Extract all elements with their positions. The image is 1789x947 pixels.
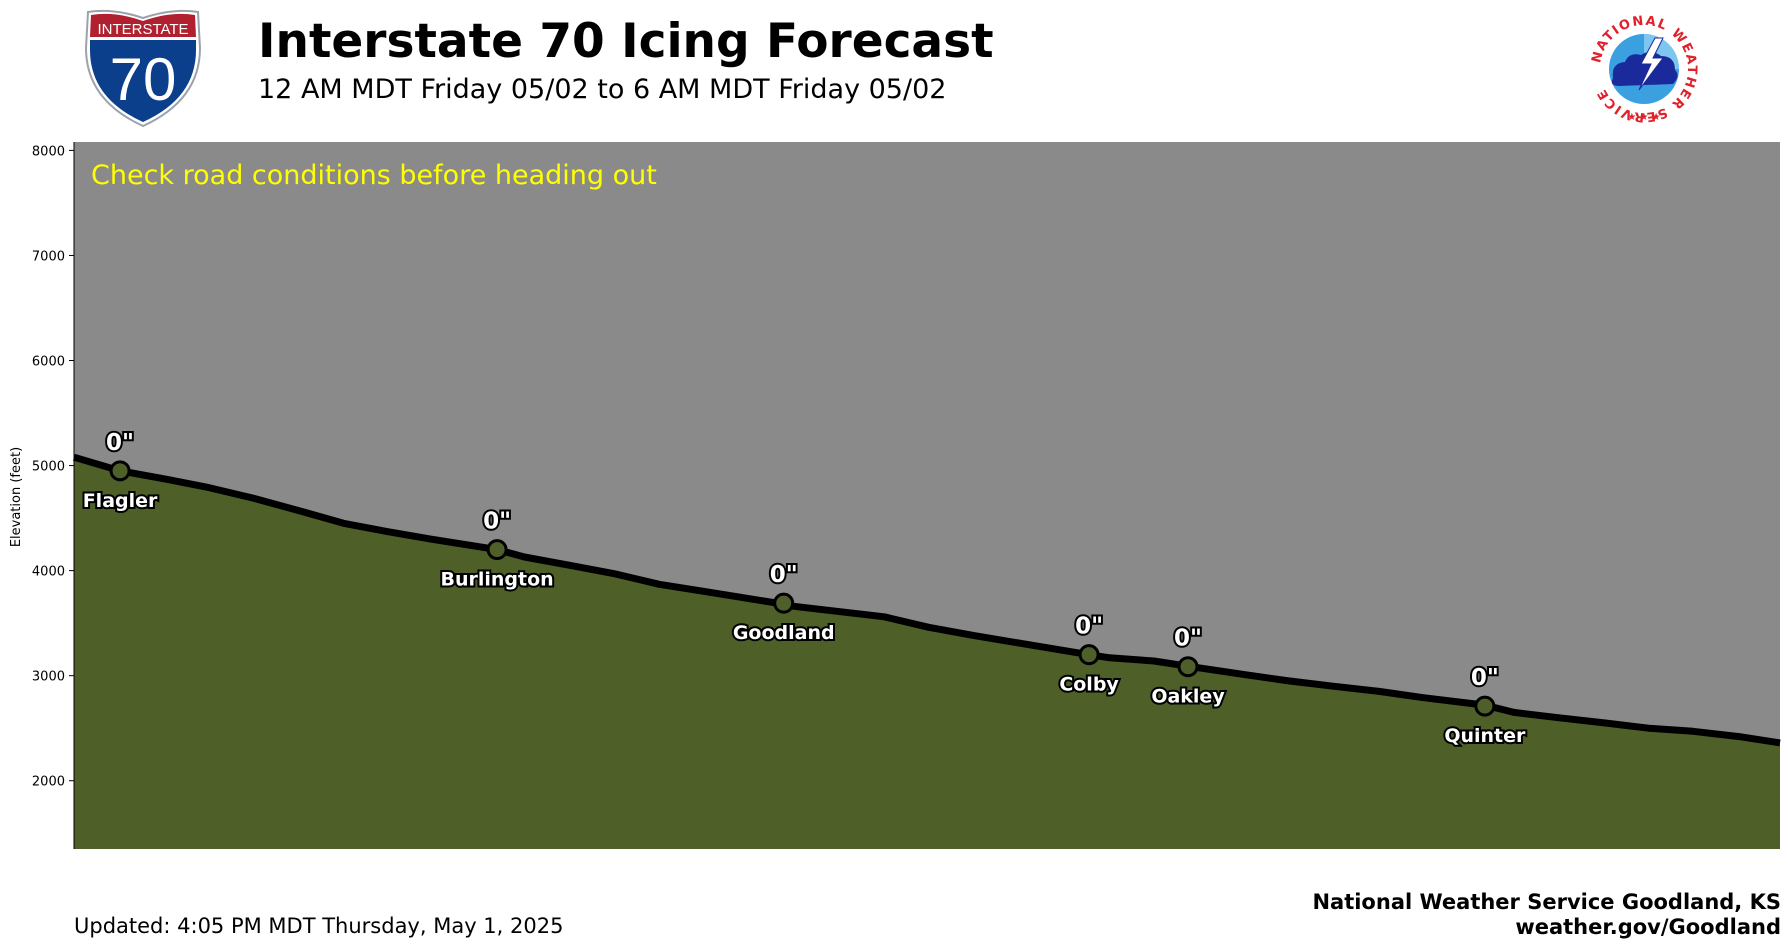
location-marker-oakley: 0" Oakley xyxy=(1149,624,1227,710)
location-point xyxy=(1078,644,1100,666)
location-name-label: Oakley xyxy=(1151,686,1225,708)
y-tick-label: 4000 xyxy=(32,565,65,580)
title-block: Interstate 70 Icing Forecast 12 AM MDT F… xyxy=(258,14,994,108)
ice-amount-label: 0" xyxy=(770,562,798,588)
location-point xyxy=(773,592,795,614)
y-axis-ticks: 2000 3000 4000 5000 6000 7000 8000 xyxy=(32,144,74,790)
office-credits: National Weather Service Goodland, KS we… xyxy=(1312,890,1781,940)
y-tick-label: 6000 xyxy=(32,355,65,370)
ice-amount-label: 0" xyxy=(483,509,511,535)
y-axis-label: Elevation (feet) xyxy=(9,447,24,547)
ice-amount-label: 0" xyxy=(106,430,134,456)
shield-top-text: INTERSTATE xyxy=(97,21,188,38)
updated-timestamp: Updated: 4:05 PM MDT Thursday, May 1, 20… xyxy=(74,914,564,938)
y-tick-label: 5000 xyxy=(32,460,65,475)
location-point xyxy=(109,460,131,482)
nws-logo-icon: NATIONAL WEATHER SERVICE ★ ★ ★ xyxy=(1586,11,1702,127)
location-marker-burlington: 0" Burlington xyxy=(438,507,555,593)
y-tick-label: 8000 xyxy=(32,144,65,159)
location-marker-flagler: 0" Flagler xyxy=(81,428,160,514)
location-point xyxy=(486,539,508,561)
location-marker-colby: 0" Colby xyxy=(1057,612,1121,698)
elevation-profile-line xyxy=(73,453,1781,747)
y-tick-label: 3000 xyxy=(32,670,65,685)
location-point xyxy=(1474,695,1496,717)
location-marker-goodland: 0" Goodland xyxy=(731,560,837,646)
page-title: Interstate 70 Icing Forecast xyxy=(258,14,994,69)
office-name: National Weather Service Goodland, KS xyxy=(1312,890,1781,914)
y-tick-label: 7000 xyxy=(32,249,65,264)
svg-text:★ ★ ★: ★ ★ ★ xyxy=(1627,112,1660,123)
location-name-label: Goodland xyxy=(733,622,835,644)
location-marker-quinter: 0" Quinter xyxy=(1442,663,1528,749)
location-name-label: Quinter xyxy=(1444,725,1526,747)
page-subtitle: 12 AM MDT Friday 05/02 to 6 AM MDT Frida… xyxy=(258,74,947,105)
ice-amount-label: 0" xyxy=(1075,614,1103,640)
location-name-label: Flagler xyxy=(83,490,158,512)
ice-amount-label: 0" xyxy=(1471,665,1499,691)
road-conditions-annotation: Check road conditions before heading out xyxy=(91,160,657,191)
y-tick-label: 2000 xyxy=(32,775,65,790)
location-name-label: Colby xyxy=(1059,674,1119,696)
shield-number: 70 xyxy=(110,46,177,113)
interstate-70-shield-icon: INTERSTATE 70 xyxy=(84,9,202,128)
location-point xyxy=(1177,656,1199,678)
ice-amount-label: 0" xyxy=(1174,626,1202,652)
office-website[interactable]: weather.gov/Goodland xyxy=(1515,915,1781,939)
location-name-label: Burlington xyxy=(440,569,553,591)
